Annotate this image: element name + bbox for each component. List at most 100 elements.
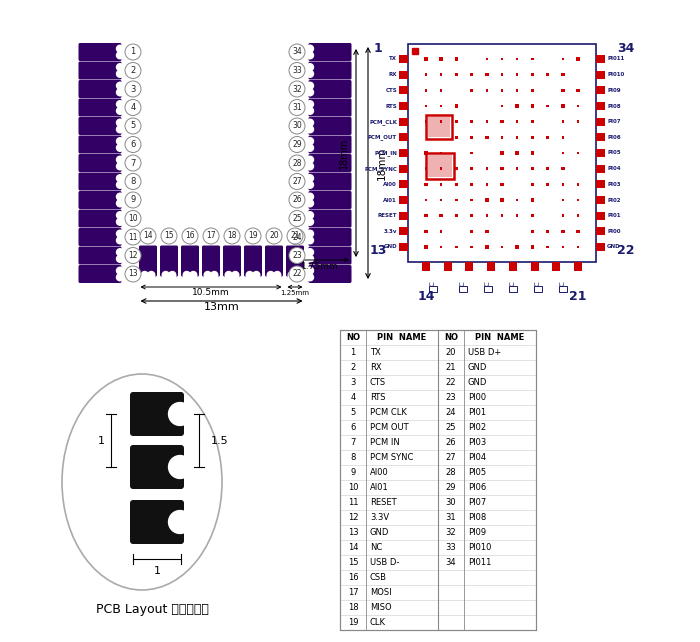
Circle shape [306, 100, 314, 108]
Circle shape [287, 228, 303, 244]
Bar [440, 246, 442, 248]
Bar [596, 86, 605, 94]
Text: PCM_IN: PCM_IN [374, 150, 397, 156]
Bar [487, 262, 495, 271]
Bar [500, 152, 504, 155]
Bar [596, 117, 605, 126]
FancyBboxPatch shape [309, 117, 351, 135]
Bar [577, 214, 580, 217]
Bar [455, 57, 458, 61]
FancyBboxPatch shape [160, 245, 178, 277]
Bar [440, 73, 442, 76]
Circle shape [289, 62, 305, 78]
Circle shape [125, 81, 141, 97]
Bar [440, 168, 442, 170]
Bar [424, 230, 428, 233]
Bar [576, 230, 580, 233]
Text: C: C [560, 282, 566, 286]
Circle shape [125, 211, 141, 227]
Text: 1: 1 [374, 42, 382, 55]
Bar [455, 135, 458, 139]
Text: 23: 23 [292, 251, 302, 260]
Text: 18: 18 [228, 232, 237, 241]
FancyBboxPatch shape [309, 43, 351, 61]
Text: PI010: PI010 [607, 72, 624, 77]
Text: 26: 26 [292, 196, 302, 205]
Text: 7: 7 [130, 159, 136, 168]
Text: PI06: PI06 [468, 483, 486, 492]
Circle shape [306, 137, 314, 145]
Circle shape [116, 125, 124, 134]
Text: PI03: PI03 [468, 438, 486, 447]
Text: C: C [535, 282, 541, 286]
FancyBboxPatch shape [309, 191, 351, 209]
Bar [509, 262, 517, 271]
Text: PIN  NAME: PIN NAME [377, 333, 426, 342]
Bar [485, 230, 489, 233]
Text: 2: 2 [130, 66, 136, 75]
Text: 3.3v: 3.3v [384, 229, 397, 234]
Text: PI08: PI08 [468, 513, 486, 522]
Bar [399, 164, 408, 173]
FancyBboxPatch shape [130, 500, 184, 544]
Bar [399, 149, 408, 157]
Text: AI01: AI01 [384, 198, 397, 202]
Text: 12: 12 [128, 251, 138, 260]
Bar [470, 182, 473, 186]
Circle shape [125, 248, 141, 263]
Text: C: C [485, 282, 491, 286]
Text: 30: 30 [446, 498, 456, 507]
Circle shape [306, 174, 314, 182]
Text: PCM SYNC: PCM SYNC [370, 453, 414, 462]
FancyBboxPatch shape [309, 80, 351, 98]
Circle shape [182, 228, 198, 244]
Circle shape [289, 100, 305, 116]
Bar [531, 230, 533, 232]
Circle shape [189, 271, 197, 279]
Text: 8: 8 [130, 177, 136, 186]
FancyBboxPatch shape [309, 154, 351, 172]
Text: 10: 10 [348, 483, 358, 492]
Text: NO: NO [444, 333, 458, 342]
Circle shape [289, 137, 305, 153]
Text: 6: 6 [130, 140, 136, 149]
Bar [596, 164, 605, 173]
Bar [531, 58, 533, 60]
Bar [531, 89, 533, 92]
Bar [470, 199, 473, 201]
Bar [577, 152, 580, 154]
Circle shape [168, 271, 176, 279]
Text: 24: 24 [292, 232, 302, 241]
Circle shape [210, 271, 218, 279]
Circle shape [306, 119, 314, 127]
Bar [559, 286, 567, 292]
FancyBboxPatch shape [78, 228, 122, 246]
Bar [561, 104, 564, 108]
Text: 28: 28 [293, 159, 302, 168]
Text: 32: 32 [292, 85, 302, 94]
Bar [470, 246, 473, 248]
Text: CTS: CTS [385, 88, 397, 93]
Bar [561, 214, 564, 217]
Bar [455, 246, 458, 248]
Bar [429, 286, 437, 292]
Text: 11: 11 [348, 498, 358, 507]
Circle shape [306, 162, 314, 171]
Bar [596, 55, 605, 63]
Text: 5: 5 [130, 121, 136, 130]
Circle shape [116, 180, 124, 189]
Bar [428, 155, 452, 177]
Bar [576, 57, 580, 61]
Circle shape [306, 199, 314, 207]
Circle shape [245, 228, 261, 244]
Text: MOSI: MOSI [370, 588, 391, 597]
Text: 5: 5 [351, 408, 356, 417]
Bar [546, 167, 550, 170]
Text: 29: 29 [446, 483, 456, 492]
Circle shape [168, 510, 193, 534]
Text: PCM_OUT: PCM_OUT [368, 134, 397, 140]
Text: 33: 33 [446, 543, 456, 552]
Circle shape [116, 144, 124, 152]
Circle shape [125, 100, 141, 116]
Bar [486, 58, 488, 60]
